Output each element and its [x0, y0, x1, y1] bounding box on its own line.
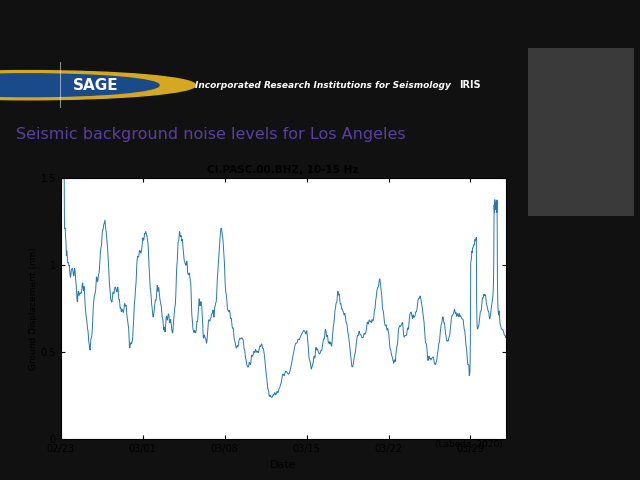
- Y-axis label: Ground Displacement (nm): Ground Displacement (nm): [29, 247, 38, 370]
- Text: Seismic background noise levels for Los Angeles: Seismic background noise levels for Los …: [15, 127, 405, 142]
- X-axis label: Date: Date: [270, 460, 296, 469]
- Text: Incorporated Research Institutions for Seismology: Incorporated Research Institutions for S…: [195, 81, 451, 90]
- Text: IRIS: IRIS: [459, 80, 480, 90]
- Text: SAGE: SAGE: [73, 78, 118, 93]
- Circle shape: [0, 71, 196, 100]
- Bar: [527, 48, 634, 216]
- Text: (Labedz, 2020): (Labedz, 2020): [435, 440, 502, 449]
- Title: CI.PASC.00.BHZ, 10-15 Hz: CI.PASC.00.BHZ, 10-15 Hz: [207, 166, 359, 175]
- Circle shape: [0, 74, 159, 96]
